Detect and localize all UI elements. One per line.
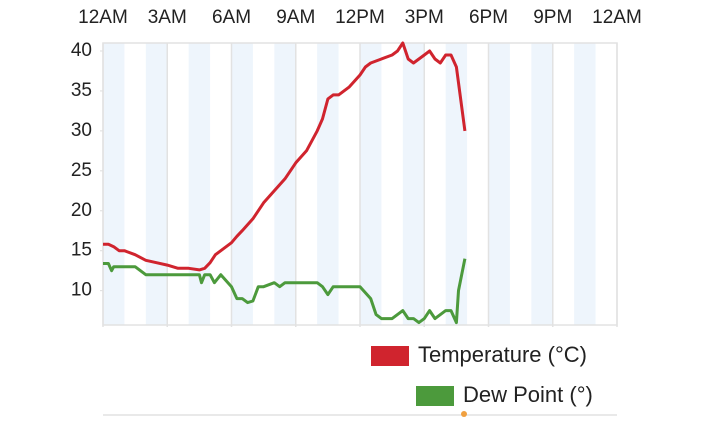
x-tick-label: 6AM xyxy=(212,7,251,28)
hour-stripe xyxy=(445,43,468,325)
hour-stripe xyxy=(402,43,425,325)
x-tick-label: 3PM xyxy=(405,7,444,28)
x-tick-label: 12AM xyxy=(592,7,642,28)
legend-label: Dew Point (°) xyxy=(463,382,593,407)
plot-border xyxy=(102,42,618,326)
hour-stripe xyxy=(231,43,253,325)
plot-background xyxy=(103,43,596,325)
data-line xyxy=(103,41,467,272)
hour-stripe xyxy=(103,43,125,325)
x-tick-label: 9PM xyxy=(533,7,572,28)
x-tick-label: 9AM xyxy=(276,7,315,28)
y-tick-label: 25 xyxy=(71,160,92,181)
x-tick-label: 12AM xyxy=(78,7,128,28)
y-tick-label: 10 xyxy=(71,280,92,301)
hour-stripe xyxy=(145,43,168,325)
legend-swatch xyxy=(416,386,454,406)
panel-marker xyxy=(461,411,467,417)
hour-stripe xyxy=(274,43,296,325)
hour-stripe xyxy=(488,43,510,325)
x-tick-label: 12PM xyxy=(335,7,385,28)
legend-label: Temperature (°C) xyxy=(418,342,587,367)
hour-stripe xyxy=(188,43,211,325)
y-tick-label: 30 xyxy=(71,120,92,141)
data-line xyxy=(103,258,467,325)
y-tick-label: 20 xyxy=(71,200,92,221)
y-tick-label: 40 xyxy=(71,40,92,61)
legend-swatch xyxy=(371,346,409,366)
x-tick-label: 6PM xyxy=(469,7,508,28)
y-tick-label: 35 xyxy=(71,80,92,101)
x-tick-label: 3AM xyxy=(148,7,187,28)
hour-stripe xyxy=(317,43,339,325)
hour-stripe xyxy=(531,43,553,325)
hour-stripe xyxy=(360,43,382,325)
y-tick-label: 15 xyxy=(71,240,92,261)
hour-stripe xyxy=(574,43,596,325)
